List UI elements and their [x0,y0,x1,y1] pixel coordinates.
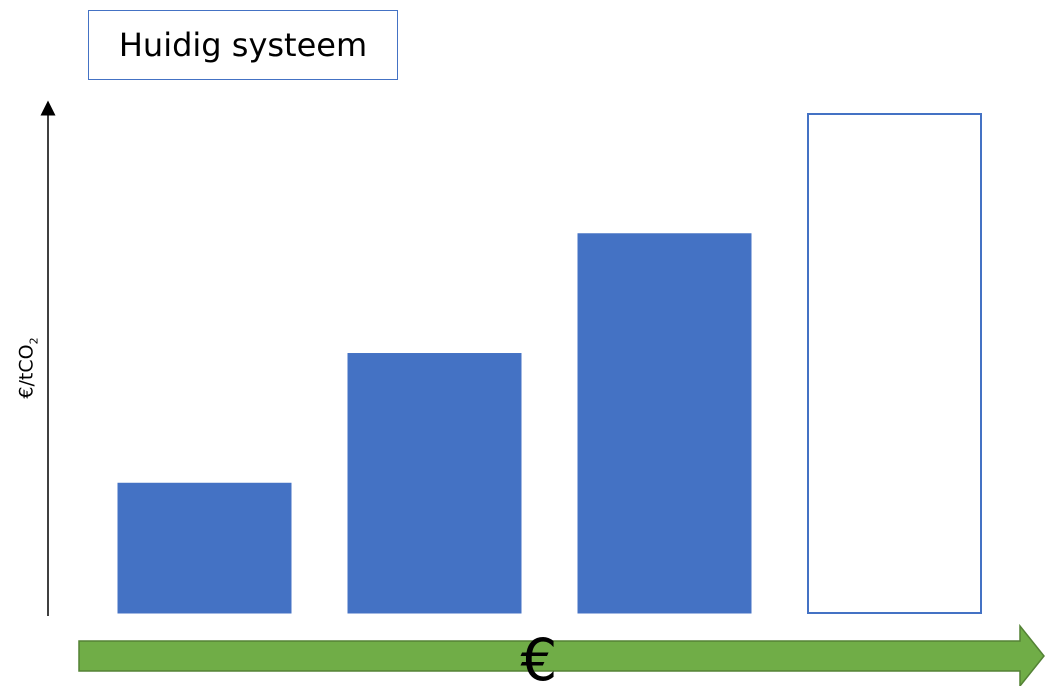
bars-group [117,113,982,614]
x-axis-euro-label: € [520,626,558,694]
bar-3 [577,233,752,614]
x-axis-arrow [78,623,1045,686]
chart-title-box: Huidig systeem [88,10,398,80]
chart-title: Huidig systeem [118,26,368,64]
bar-1 [117,482,292,614]
bar-4 [807,113,982,614]
bar-2 [347,353,522,614]
